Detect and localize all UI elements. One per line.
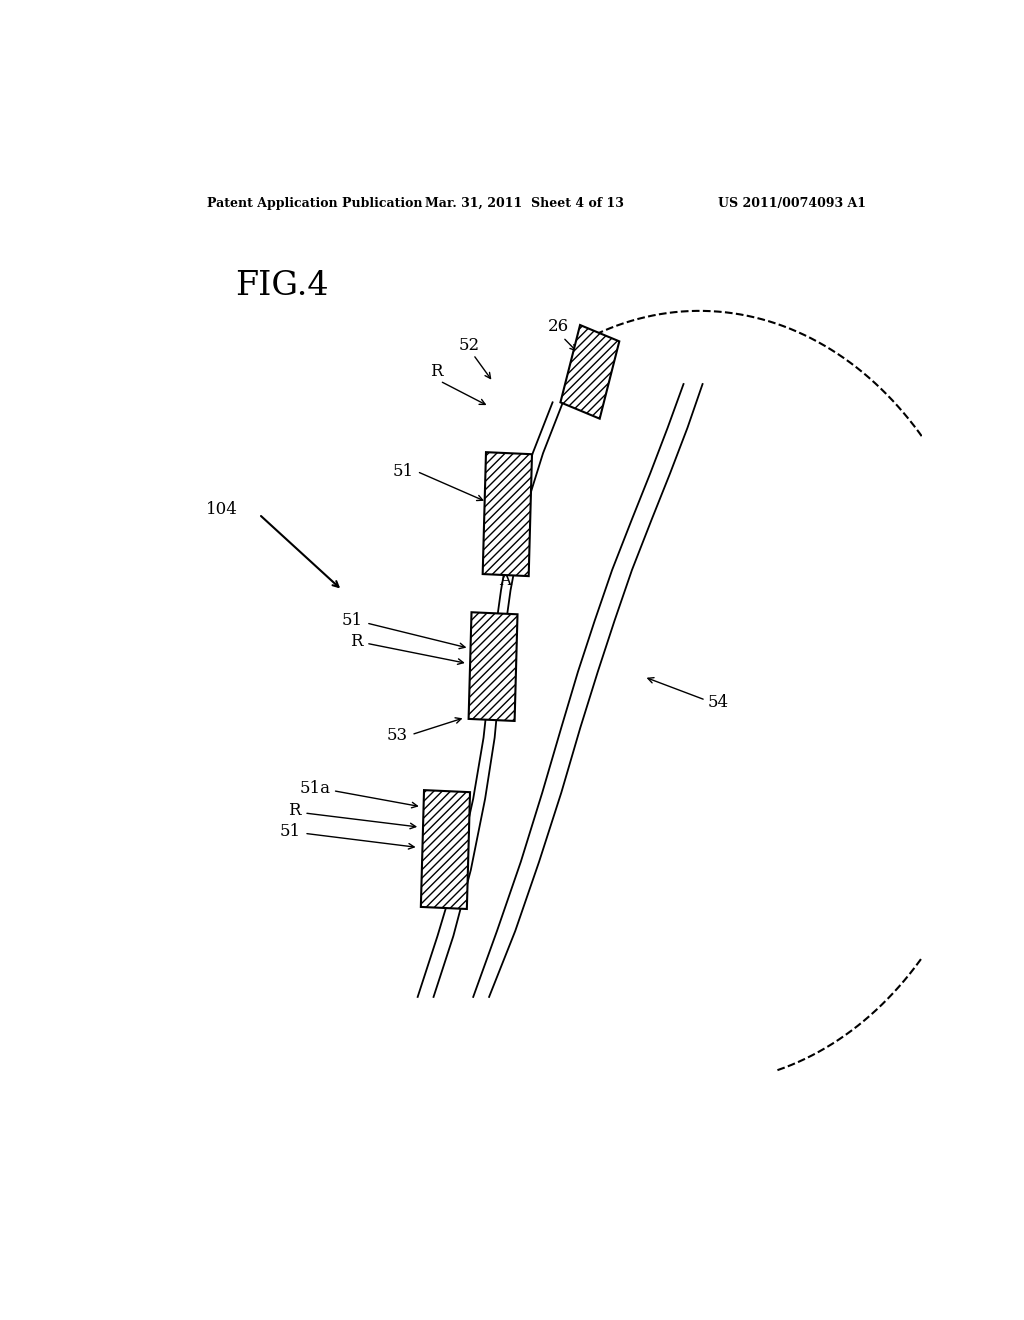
Text: 26: 26 [548,318,568,335]
Text: Mar. 31, 2011  Sheet 4 of 13: Mar. 31, 2011 Sheet 4 of 13 [425,197,625,210]
Text: US 2011/0074093 A1: US 2011/0074093 A1 [718,197,866,210]
Text: 52: 52 [459,337,480,354]
Text: FIG.4: FIG.4 [236,271,329,302]
Polygon shape [421,791,470,909]
Text: 51: 51 [280,822,301,840]
Polygon shape [482,453,532,576]
Text: Patent Application Publication: Patent Application Publication [207,197,423,210]
Text: 51a: 51a [299,780,331,797]
Text: R: R [430,363,442,380]
Polygon shape [469,612,517,721]
Text: 51: 51 [342,612,362,630]
Text: 53: 53 [387,727,409,744]
Text: 51: 51 [392,463,414,480]
Text: R: R [289,803,301,820]
Text: R: R [350,632,362,649]
Polygon shape [560,325,620,418]
Text: 54: 54 [708,694,728,710]
Text: B: B [495,640,507,657]
Text: A: A [500,572,511,589]
Text: 104: 104 [206,500,238,517]
